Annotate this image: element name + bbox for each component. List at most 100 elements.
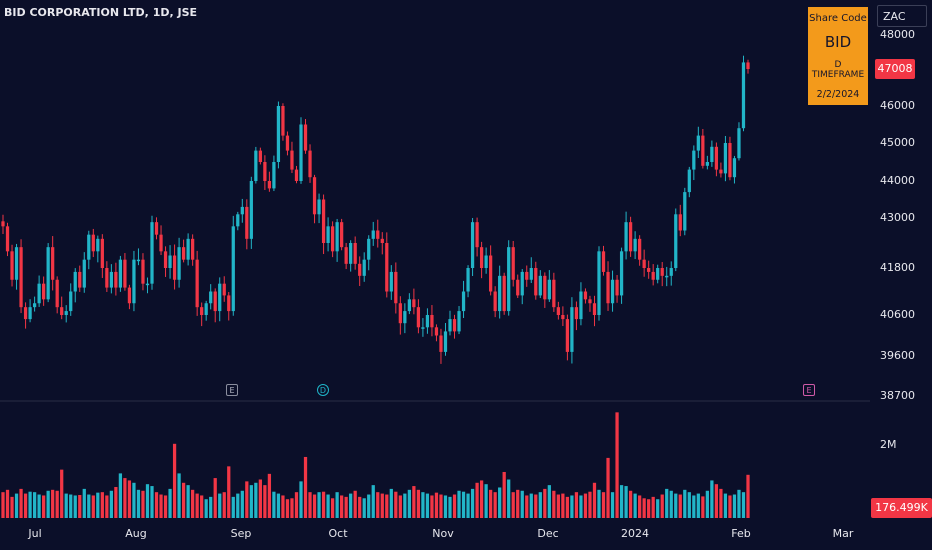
price-tick-label: 38700 xyxy=(880,389,915,402)
candle-body xyxy=(1,221,5,227)
volume-bar xyxy=(389,488,393,518)
candle-body xyxy=(371,230,375,239)
candle-body xyxy=(204,303,208,315)
candle-body xyxy=(511,247,515,280)
candle-body xyxy=(615,279,619,296)
volume-bar xyxy=(498,487,502,518)
volume-bar xyxy=(14,493,19,518)
volume-bar xyxy=(186,485,190,518)
volume-bar xyxy=(466,493,470,518)
volume-bar xyxy=(267,473,272,518)
volume-bar xyxy=(240,490,244,518)
volume-bar xyxy=(741,492,746,518)
candle-body xyxy=(10,251,14,280)
candle-body xyxy=(73,271,77,292)
volume-bar xyxy=(737,489,741,518)
volume-bar xyxy=(358,496,362,518)
candle-body xyxy=(136,259,141,262)
volume-bar xyxy=(416,489,421,518)
volume-bar xyxy=(91,495,95,518)
candle-body xyxy=(127,287,132,304)
volume-bar xyxy=(529,493,533,518)
volume-bar xyxy=(321,491,326,518)
volume-bar xyxy=(32,492,37,518)
price-tick-label: 46000 xyxy=(880,99,915,112)
candle-body xyxy=(114,271,118,288)
earnings-marker[interactable]: E xyxy=(226,384,238,396)
volume-bar xyxy=(452,494,457,518)
volume-bar xyxy=(200,495,204,518)
candle-body xyxy=(236,214,240,227)
volume-bar xyxy=(312,494,317,518)
candle-body xyxy=(191,238,195,260)
candle-body xyxy=(141,259,145,284)
volume-bar xyxy=(191,489,195,518)
candle-body xyxy=(240,206,244,215)
candle-body xyxy=(543,275,547,300)
candle-body xyxy=(330,226,335,252)
volume-bar xyxy=(118,473,123,518)
candle-body xyxy=(714,146,719,170)
volume-bar xyxy=(583,493,588,518)
candle-body xyxy=(28,307,32,320)
volume-bar xyxy=(439,494,443,518)
price-tick-label: 48000 xyxy=(880,28,915,41)
volume-bar xyxy=(195,493,199,518)
price-tick-label: 44000 xyxy=(880,174,915,187)
candle-body xyxy=(520,271,524,296)
volume-bar xyxy=(723,493,728,518)
volume-bar xyxy=(376,492,380,518)
volume-bar xyxy=(367,494,371,518)
candle-body xyxy=(294,169,299,181)
candle-body xyxy=(439,335,443,352)
candle-body xyxy=(132,259,136,304)
candle-body xyxy=(466,268,470,292)
volume-bar xyxy=(303,456,308,518)
candle-body xyxy=(443,331,448,352)
volume-bar xyxy=(507,479,511,518)
volume-bar xyxy=(28,491,32,518)
volume-bar xyxy=(326,494,330,518)
candle-body xyxy=(353,243,357,264)
candle-body xyxy=(610,279,615,304)
time-tick-label: Nov xyxy=(432,527,454,540)
candle-body xyxy=(619,251,624,296)
volume-bar xyxy=(746,474,750,518)
candle-body xyxy=(186,238,190,260)
dividend-marker[interactable]: D xyxy=(317,384,329,396)
volume-bar xyxy=(51,489,55,518)
volume-bar xyxy=(37,494,41,518)
candle-body xyxy=(123,259,127,288)
candle-body xyxy=(403,311,407,324)
candle-body xyxy=(118,259,123,288)
currency-selector[interactable]: ZAC xyxy=(877,5,927,27)
volume-bar xyxy=(141,490,145,518)
volume-bar xyxy=(64,493,68,518)
volume-bar xyxy=(561,493,565,518)
candle-body xyxy=(687,169,691,193)
candle-body xyxy=(470,222,475,268)
volume-bar xyxy=(394,491,398,518)
volume-bar xyxy=(511,492,515,518)
earnings-marker-upcoming[interactable]: E xyxy=(803,384,815,396)
candle-body xyxy=(96,238,100,252)
candle-body xyxy=(209,291,213,304)
time-tick-label: Dec xyxy=(537,527,559,540)
candle-body xyxy=(416,307,421,328)
volume-bar xyxy=(5,489,10,518)
timeframe-label: D TIMEFRAME xyxy=(811,60,865,80)
time-tick-label: Jul xyxy=(28,527,42,540)
volume-bar xyxy=(479,480,484,518)
volume-bar xyxy=(209,496,213,518)
volume-bar xyxy=(434,492,439,518)
volume-bar xyxy=(516,489,520,518)
volume-bar xyxy=(484,484,488,518)
volume-bar xyxy=(380,493,384,518)
candle-body xyxy=(163,251,168,268)
volume-bar xyxy=(78,494,82,518)
candle-body xyxy=(91,234,95,252)
volume-bar xyxy=(127,480,132,518)
candle-body xyxy=(434,327,439,336)
candle-body xyxy=(633,238,637,252)
